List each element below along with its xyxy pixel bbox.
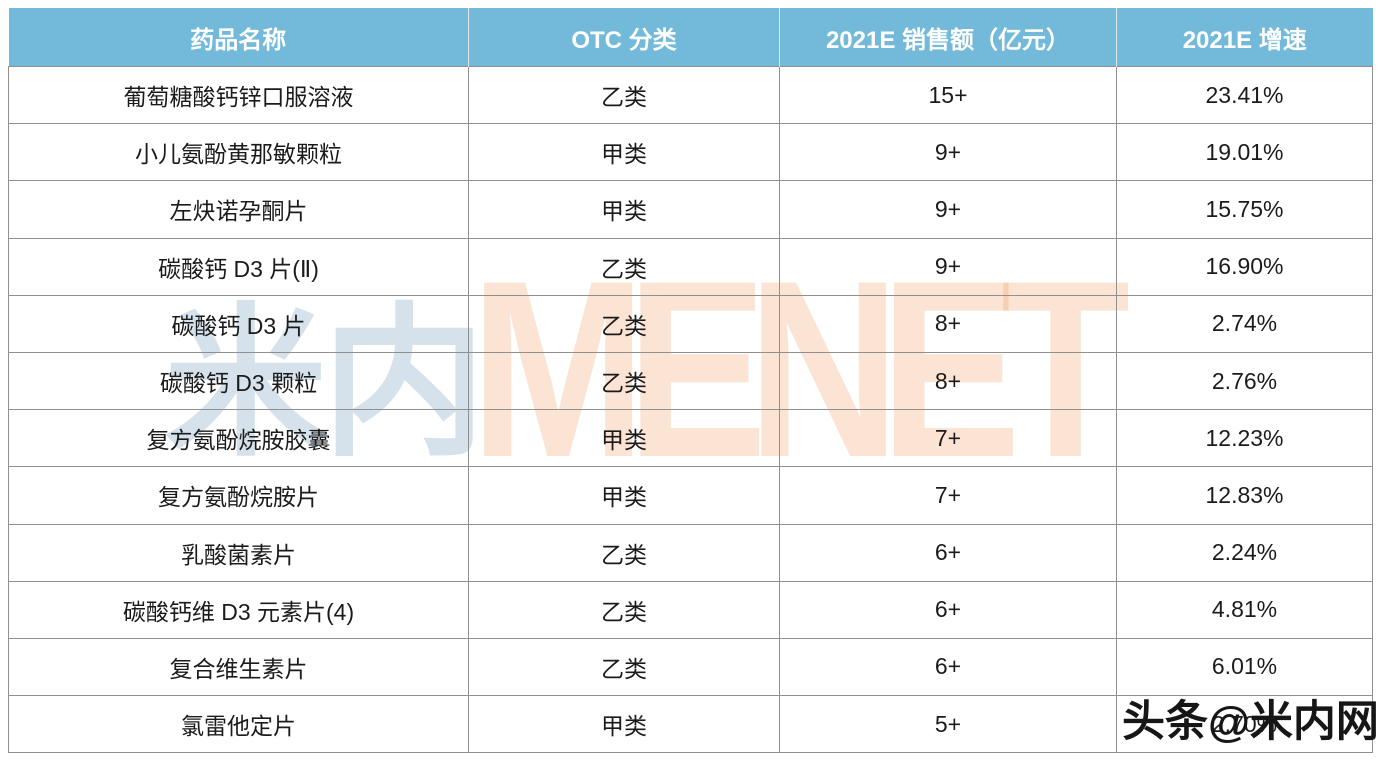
table-row: 乳酸菌素片 乙类 6+ 2.24% <box>8 523 1373 582</box>
cell-growth-2021e: 23.41% <box>1116 65 1373 125</box>
cell-sales-2021e: 7+ <box>779 466 1117 525</box>
cell-drug-name: 碳酸钙维 D3 元素片(4) <box>8 580 469 639</box>
cell-otc-class: 乙类 <box>468 637 780 697</box>
cell-growth-2021e: 2.74% <box>1116 294 1373 353</box>
cell-sales-2021e: 7+ <box>779 409 1117 468</box>
cell-growth-2021e: 4.81% <box>1116 580 1373 639</box>
cell-drug-name: 复合维生素片 <box>8 637 469 697</box>
cell-otc-class: 乙类 <box>468 237 780 296</box>
cell-drug-name: 复方氨酚烷胺胶囊 <box>8 409 469 468</box>
cell-growth-2021e: 19.01% <box>1116 123 1373 182</box>
column-header-otc-class: OTC 分类 <box>468 8 780 67</box>
cell-drug-name: 乳酸菌素片 <box>8 523 469 582</box>
cell-drug-name: 复方氨酚烷胺片 <box>8 466 469 525</box>
cell-sales-2021e: 8+ <box>779 294 1117 353</box>
cell-drug-name: 碳酸钙 D3 片(Ⅱ) <box>8 237 469 296</box>
cell-otc-class: 甲类 <box>468 123 780 182</box>
otc-drug-table: 药品名称 OTC 分类 2021E 销售额（亿元） 2021E 增速 葡萄糖酸钙锌口服… <box>8 8 1373 754</box>
cell-sales-2021e: 6+ <box>779 637 1117 697</box>
cell-growth-2021e: 2.24% <box>1116 523 1373 582</box>
cell-growth-2021e: 12.23% <box>1116 409 1373 468</box>
cell-sales-2021e: 15+ <box>779 65 1117 125</box>
table-row: 碳酸钙维 D3 元素片(4) 乙类 6+ 4.81% <box>8 580 1373 639</box>
table-row: 氯雷他定片 甲类 5+ 2.70% <box>8 695 1373 754</box>
cell-otc-class: 乙类 <box>468 580 780 639</box>
table-row: 复合维生素片 乙类 6+ 6.01% <box>8 637 1373 697</box>
cell-sales-2021e: 9+ <box>779 237 1117 296</box>
header-row: 药品名称 OTC 分类 2021E 销售额（亿元） 2021E 增速 <box>8 8 1373 67</box>
cell-sales-2021e: 9+ <box>779 123 1117 182</box>
table-row: 小儿氨酚黄那敏颗粒 甲类 9+ 19.01% <box>8 123 1373 182</box>
cell-sales-2021e: 6+ <box>779 523 1117 582</box>
cell-drug-name: 葡萄糖酸钙锌口服溶液 <box>8 65 469 125</box>
table-row: 碳酸钙 D3 片乙类 8+ 2.74% <box>8 294 1373 353</box>
table-container: 药品名称 OTC 分类 2021E 销售额（亿元） 2021E 增速 葡萄糖酸钙锌口服… <box>8 8 1373 754</box>
cell-growth-2021e: 16.90% <box>1116 237 1373 296</box>
cell-drug-name: 碳酸钙 D3 片 <box>8 294 469 353</box>
table-row: 碳酸钙 D3 片(Ⅱ) 乙类 9+ 16.90% <box>8 237 1373 296</box>
cell-sales-2021e: 9+ <box>779 180 1117 239</box>
cell-growth-2021e: 15.75% <box>1116 180 1373 239</box>
cell-otc-class: 乙类 <box>468 65 780 125</box>
cell-drug-name: 氯雷他定片 <box>8 695 469 754</box>
table-row: 葡萄糖酸钙锌口服溶液 乙类 15+ 23.41% <box>8 65 1373 125</box>
cell-otc-class: 乙类 <box>468 294 780 353</box>
column-header-drug-name: 药品名称 <box>8 8 469 67</box>
table-row: 碳酸钙 D3 颗粒 乙类 8+ 2.76% <box>8 351 1373 411</box>
column-header-sales-2021e: 2021E 销售额（亿元） <box>779 8 1117 67</box>
cell-growth-2021e: 2.70% <box>1116 695 1373 754</box>
cell-growth-2021e: 2.76% <box>1116 351 1373 411</box>
cell-drug-name: 左炔诺孕酮片 <box>8 180 469 239</box>
cell-otc-class: 乙类 <box>468 351 780 411</box>
cell-otc-class: 甲类 <box>468 466 780 525</box>
cell-growth-2021e: 6.01% <box>1116 637 1373 697</box>
table-row: 复方氨酚烷胺胶囊 甲类 7+ 12.23% <box>8 409 1373 468</box>
cell-otc-class: 甲类 <box>468 409 780 468</box>
cell-drug-name: 碳酸钙 D3 颗粒 <box>8 351 469 411</box>
table-body: 葡萄糖酸钙锌口服溶液 乙类 15+ 23.41% 小儿氨酚黄那敏颗粒 甲类 9+ 19.01%… <box>8 65 1373 754</box>
table-row: 复方氨酚烷胺片 甲类 7+ 12.83% <box>8 466 1373 525</box>
cell-drug-name: 小儿氨酚黄那敏颗粒 <box>8 123 469 182</box>
cell-otc-class: 甲类 <box>468 695 780 754</box>
cell-growth-2021e: 12.83% <box>1116 466 1373 525</box>
cell-otc-class: 甲类 <box>468 180 780 239</box>
cell-sales-2021e: 6+ <box>779 580 1117 639</box>
cell-otc-class: 乙类 <box>468 523 780 582</box>
cell-sales-2021e: 5+ <box>779 695 1117 754</box>
cell-sales-2021e: 8+ <box>779 351 1117 411</box>
column-header-growth-2021e: 2021E 增速 <box>1116 8 1373 67</box>
table-row: 左炔诺孕酮片 甲类 9+ 15.75% <box>8 180 1373 239</box>
